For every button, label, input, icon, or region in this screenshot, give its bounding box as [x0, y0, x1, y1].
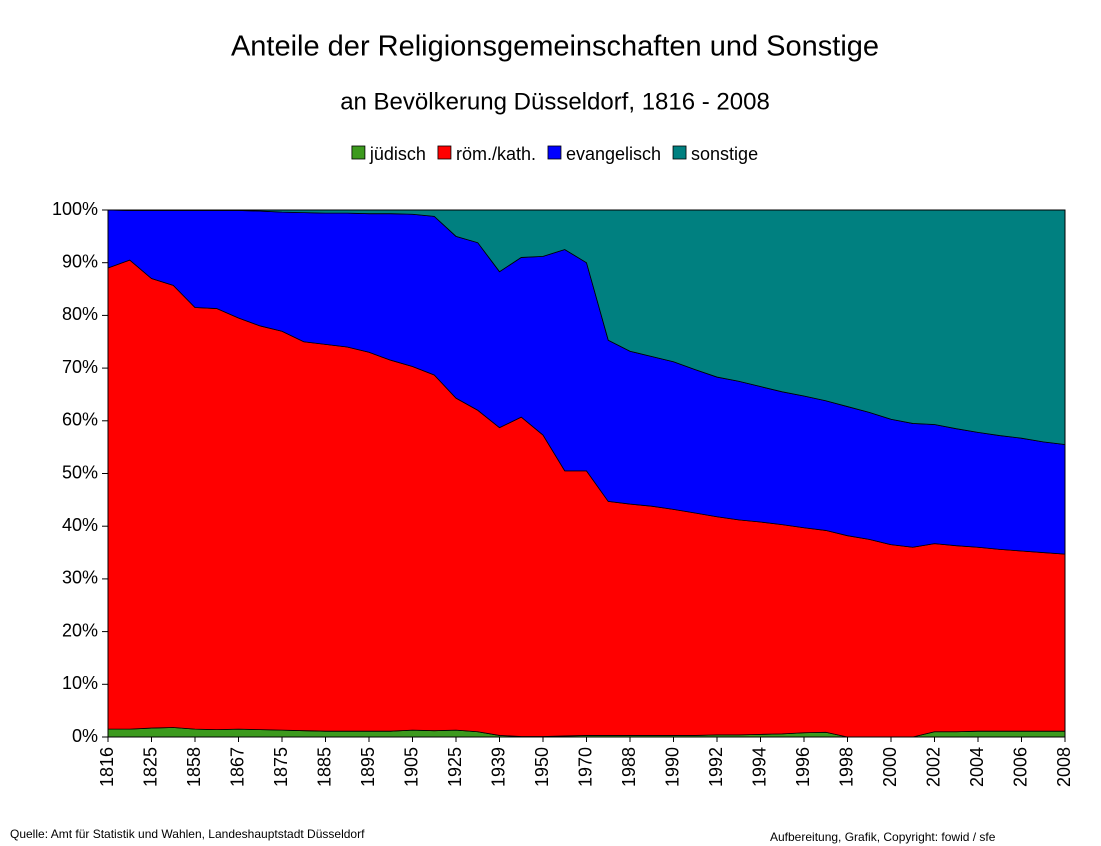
y-tick-label: 10%	[62, 673, 98, 693]
y-tick-label: 80%	[62, 304, 98, 324]
y-tick-label: 100%	[52, 199, 98, 219]
y-tick-label: 70%	[62, 357, 98, 377]
y-tick-label: 0%	[72, 726, 98, 746]
x-tick-label: 2006	[1010, 747, 1030, 787]
x-tick-label: 1992	[706, 747, 726, 787]
x-tick-label: 1816	[97, 747, 117, 787]
x-tick-label: 1895	[358, 747, 378, 787]
y-tick-label: 40%	[62, 515, 98, 535]
legend-label: evangelisch	[566, 144, 661, 164]
x-tick-label: 2008	[1054, 747, 1074, 787]
x-tick-label: 1990	[662, 747, 682, 787]
x-tick-label: 2000	[880, 747, 900, 787]
y-tick-label: 20%	[62, 620, 98, 640]
legend-label: jüdisch	[369, 144, 426, 164]
legend: jüdisch röm./kath. evangelisch sonstige	[351, 144, 758, 164]
y-tick-label: 50%	[62, 462, 98, 482]
x-tick-label: 1905	[401, 747, 421, 787]
legend-label: röm./kath.	[456, 144, 536, 164]
y-tick-label: 30%	[62, 568, 98, 588]
x-tick-label: 1950	[532, 747, 552, 787]
x-tick-label: 1925	[445, 747, 465, 787]
chart-subtitle: an Bevölkerung Düsseldorf, 1816 - 2008	[340, 88, 770, 115]
legend-swatch	[547, 145, 562, 160]
x-tick-label: 1939	[488, 747, 508, 787]
x-tick-label: 2002	[923, 747, 943, 787]
credit-note: Aufbereitung, Grafik, Copyright: fowid /…	[770, 830, 996, 844]
x-tick-label: 1875	[271, 747, 291, 787]
x-tick-label: 1825	[140, 747, 160, 787]
x-tick-label: 1988	[619, 747, 639, 787]
y-tick-label: 60%	[62, 410, 98, 430]
legend-swatch	[351, 145, 366, 160]
x-tick-label: 1858	[184, 747, 204, 787]
x-tick-label: 1885	[314, 747, 334, 787]
legend-swatch	[672, 145, 687, 160]
x-tick-label: 1996	[793, 747, 813, 787]
chart-title: Anteile der Religionsgemeinschaften und …	[231, 31, 879, 63]
source-note: Quelle: Amt für Statistik und Wahlen, La…	[10, 827, 365, 841]
x-tick-label: 2004	[967, 747, 987, 787]
x-tick-label: 1998	[836, 747, 856, 787]
legend-swatch	[437, 145, 452, 160]
legend-label: sonstige	[691, 144, 758, 164]
x-tick-label: 1867	[227, 747, 247, 787]
x-tick-label: 1970	[575, 747, 595, 787]
x-tick-label: 1994	[749, 747, 769, 787]
y-tick-label: 90%	[62, 251, 98, 271]
